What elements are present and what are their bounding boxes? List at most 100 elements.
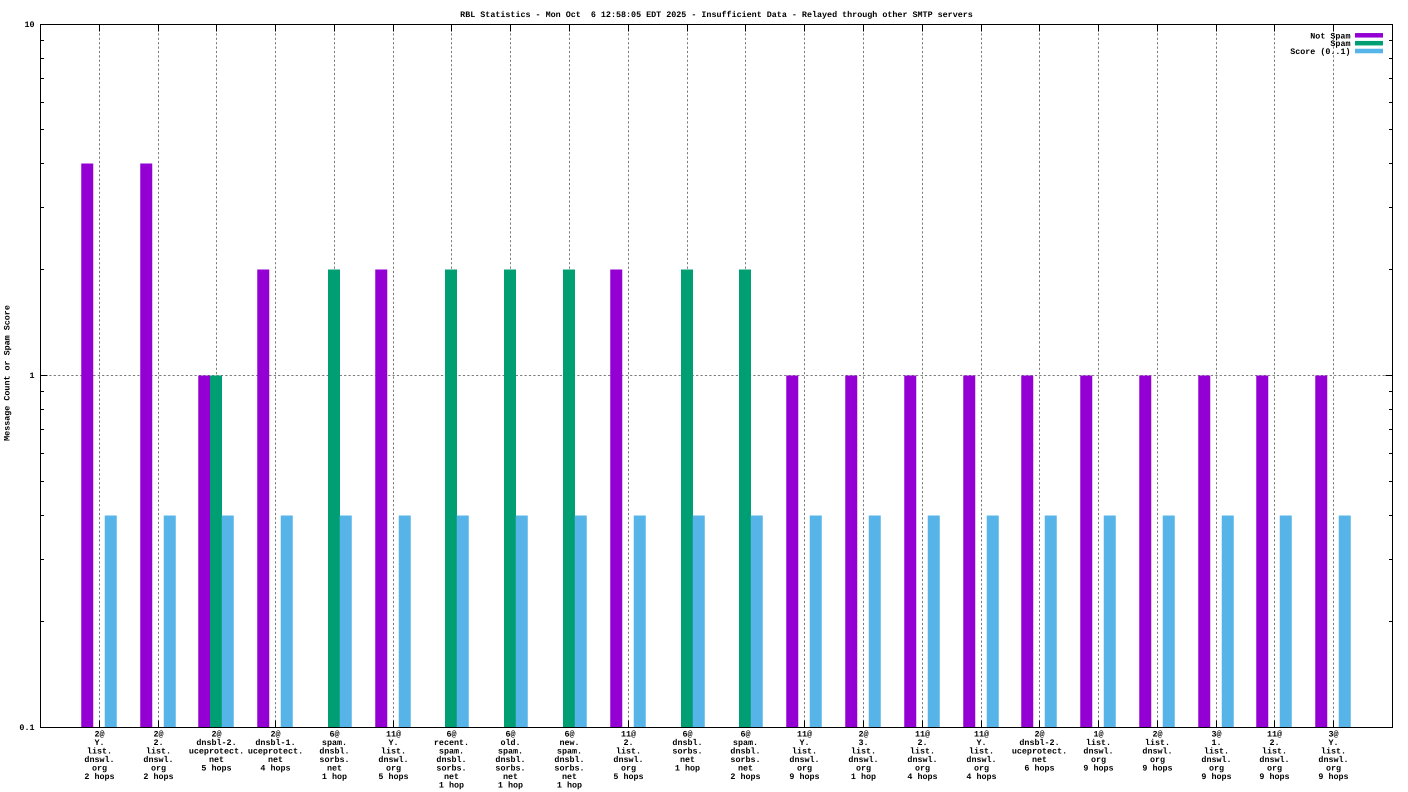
svg-text:org: org bbox=[797, 764, 812, 774]
svg-text:dnsbl.: dnsbl. bbox=[436, 755, 466, 765]
svg-text:dnswl.: dnswl. bbox=[907, 755, 937, 765]
svg-text:1 hop: 1 hop bbox=[851, 772, 876, 782]
svg-text:4 hops: 4 hops bbox=[260, 764, 290, 774]
svg-text:11@: 11@ bbox=[621, 730, 636, 740]
svg-text:sorbs.: sorbs. bbox=[672, 747, 702, 757]
svg-text:list.: list. bbox=[381, 747, 406, 757]
svg-text:1@: 1@ bbox=[1093, 730, 1103, 740]
svg-text:list.: list. bbox=[616, 747, 641, 757]
svg-text:org: org bbox=[151, 764, 166, 774]
svg-text:dnswl.: dnswl. bbox=[1083, 747, 1113, 757]
svg-text:Y.: Y. bbox=[976, 738, 986, 748]
svg-text:4 hops: 4 hops bbox=[907, 772, 937, 782]
svg-text:11@: 11@ bbox=[1267, 730, 1282, 740]
svg-text:net: net bbox=[562, 772, 577, 782]
svg-text:uceprotect.: uceprotect. bbox=[189, 747, 244, 757]
svg-text:2 hops: 2 hops bbox=[730, 772, 760, 782]
svg-text:spam.: spam. bbox=[498, 747, 523, 757]
svg-text:4 hops: 4 hops bbox=[966, 772, 996, 782]
svg-text:11@: 11@ bbox=[386, 730, 401, 740]
svg-text:dnsbl.: dnsbl. bbox=[672, 738, 702, 748]
svg-text:3.: 3. bbox=[858, 738, 868, 748]
svg-text:6@: 6@ bbox=[564, 730, 574, 740]
svg-text:11@: 11@ bbox=[915, 730, 930, 740]
svg-text:dnswl.: dnswl. bbox=[966, 755, 996, 765]
svg-text:6@: 6@ bbox=[682, 730, 692, 740]
svg-text:dnsbl.: dnsbl. bbox=[554, 755, 584, 765]
svg-text:Message Count or Spam Score: Message Count or Spam Score bbox=[3, 305, 13, 441]
svg-text:dnsbl.: dnsbl. bbox=[319, 747, 349, 757]
svg-text:org: org bbox=[974, 764, 989, 774]
svg-text:11@: 11@ bbox=[797, 730, 812, 740]
svg-text:spam.: spam. bbox=[439, 747, 464, 757]
svg-text:org: org bbox=[1091, 755, 1106, 765]
svg-text:5 hops: 5 hops bbox=[613, 772, 643, 782]
svg-text:3@: 3@ bbox=[1328, 730, 1338, 740]
svg-text:spam.: spam. bbox=[733, 738, 758, 748]
svg-text:recent.: recent. bbox=[434, 738, 469, 748]
svg-text:sorbs.: sorbs. bbox=[495, 764, 525, 774]
svg-text:spam.: spam. bbox=[557, 747, 582, 757]
svg-text:sorbs.: sorbs. bbox=[319, 755, 349, 765]
svg-text:11@: 11@ bbox=[974, 730, 989, 740]
svg-text:2.: 2. bbox=[623, 738, 633, 748]
svg-text:org: org bbox=[621, 764, 636, 774]
svg-text:dnswl.: dnswl. bbox=[143, 755, 173, 765]
svg-text:6@: 6@ bbox=[446, 730, 456, 740]
svg-text:org: org bbox=[92, 764, 107, 774]
svg-text:9 hops: 9 hops bbox=[789, 772, 819, 782]
svg-text:1 hop: 1 hop bbox=[557, 781, 582, 791]
svg-text:dnswl.: dnswl. bbox=[378, 755, 408, 765]
svg-text:2.: 2. bbox=[1269, 738, 1279, 748]
svg-text:9 hops: 9 hops bbox=[1259, 772, 1289, 782]
svg-text:1 hop: 1 hop bbox=[498, 781, 523, 791]
svg-text:9 hops: 9 hops bbox=[1201, 772, 1231, 782]
svg-text:2@: 2@ bbox=[153, 730, 163, 740]
svg-text:9 hops: 9 hops bbox=[1142, 764, 1172, 774]
svg-text:1 hop: 1 hop bbox=[322, 772, 347, 782]
svg-text:org: org bbox=[1209, 764, 1224, 774]
svg-text:2@: 2@ bbox=[270, 730, 280, 740]
svg-text:net: net bbox=[209, 755, 224, 765]
svg-text:dnsbl-1.: dnsbl-1. bbox=[255, 738, 295, 748]
svg-text:org: org bbox=[915, 764, 930, 774]
svg-text:list.: list. bbox=[87, 747, 112, 757]
svg-text:6 hops: 6 hops bbox=[1024, 764, 1054, 774]
svg-text:2@: 2@ bbox=[1152, 730, 1162, 740]
svg-text:2.: 2. bbox=[917, 738, 927, 748]
svg-text:dnsbl-2.: dnsbl-2. bbox=[1019, 738, 1059, 748]
svg-text:list.: list. bbox=[1321, 747, 1346, 757]
svg-text:5 hops: 5 hops bbox=[378, 772, 408, 782]
svg-text:dnswl.: dnswl. bbox=[1201, 755, 1231, 765]
svg-text:6@: 6@ bbox=[329, 730, 339, 740]
svg-text:net: net bbox=[738, 764, 753, 774]
svg-text:list.: list. bbox=[1262, 747, 1287, 757]
svg-text:10: 10 bbox=[24, 20, 34, 30]
svg-text:sorbs.: sorbs. bbox=[436, 764, 466, 774]
svg-text:Spam: Spam bbox=[1330, 39, 1350, 49]
svg-text:dnswl.: dnswl. bbox=[1142, 747, 1172, 757]
svg-text:list.: list. bbox=[1204, 747, 1229, 757]
svg-text:dnswl.: dnswl. bbox=[1259, 755, 1289, 765]
svg-text:org: org bbox=[1326, 764, 1341, 774]
svg-text:1.: 1. bbox=[1211, 738, 1221, 748]
svg-text:Score (0..1): Score (0..1) bbox=[1290, 47, 1350, 57]
svg-text:1 hop: 1 hop bbox=[675, 764, 700, 774]
svg-text:spam.: spam. bbox=[322, 738, 347, 748]
svg-text:net: net bbox=[1032, 755, 1047, 765]
svg-text:list.: list. bbox=[792, 747, 817, 757]
svg-text:Y.: Y. bbox=[799, 738, 809, 748]
svg-text:dnswl.: dnswl. bbox=[789, 755, 819, 765]
svg-text:9 hops: 9 hops bbox=[1083, 764, 1113, 774]
svg-text:2@: 2@ bbox=[211, 730, 221, 740]
svg-text:Y.: Y. bbox=[1328, 738, 1338, 748]
svg-text:dnsbl-2.: dnsbl-2. bbox=[196, 738, 236, 748]
svg-text:1 hop: 1 hop bbox=[439, 781, 464, 791]
svg-text:list.: list. bbox=[969, 747, 994, 757]
svg-text:2 hops: 2 hops bbox=[143, 772, 173, 782]
svg-text:net: net bbox=[444, 772, 459, 782]
svg-text:org: org bbox=[386, 764, 401, 774]
svg-text:3@: 3@ bbox=[1211, 730, 1221, 740]
svg-text:2@: 2@ bbox=[858, 730, 868, 740]
svg-text:dnswl.: dnswl. bbox=[848, 755, 878, 765]
